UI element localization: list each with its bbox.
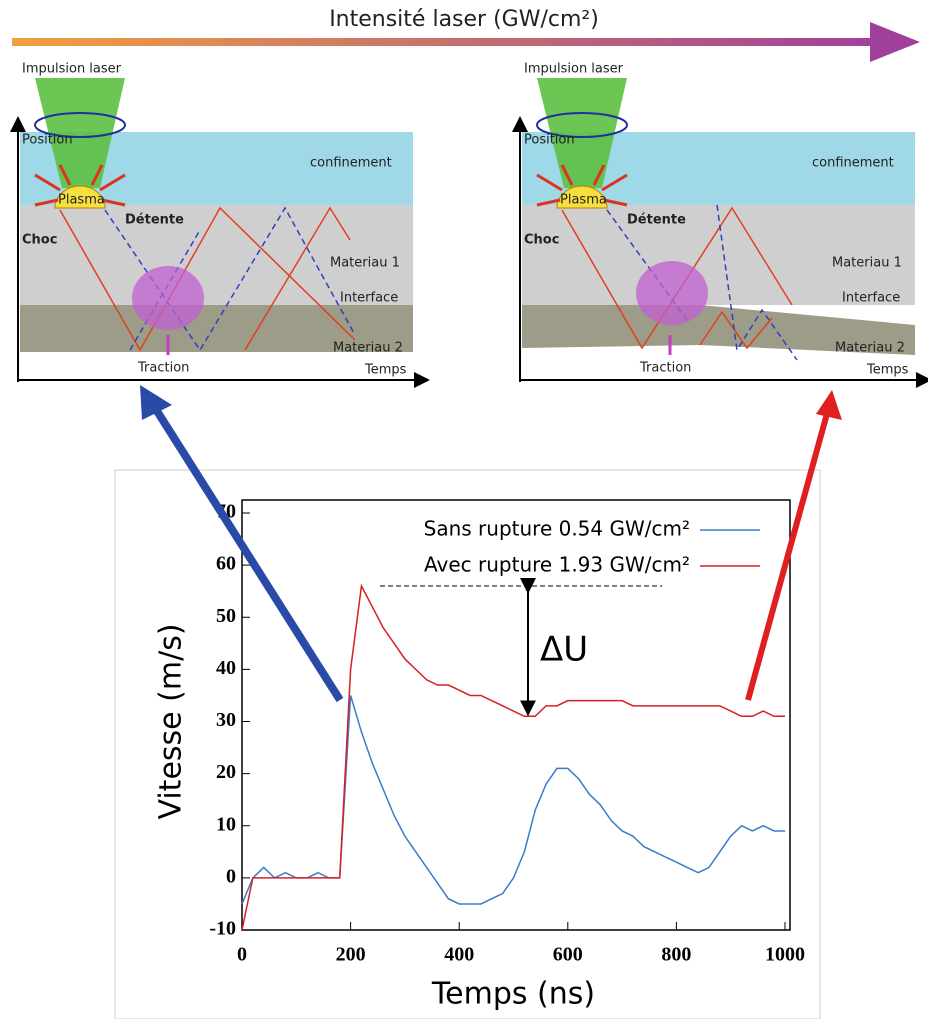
position-ring <box>34 112 126 138</box>
series-line <box>241 583 785 931</box>
legend-label: Avec rupture 1.93 GW/cm² <box>424 553 690 577</box>
plasma-arrow <box>592 164 606 186</box>
diagram: Impulsion laser Position confinement Plasma… <box>512 62 928 388</box>
material2-layer <box>522 305 915 355</box>
laser-beam <box>537 78 627 188</box>
header-title: Intensité laser (GW/cm²) <box>329 7 599 32</box>
traction-zone <box>636 261 708 325</box>
diagram-label: Détente <box>125 213 184 228</box>
diagram-label: Choc <box>22 233 57 248</box>
diagram-label: Temps <box>364 363 407 378</box>
annotation: ΔU <box>540 630 588 670</box>
link-arrowhead-red <box>816 390 842 420</box>
diagram-label: Interface <box>340 291 398 306</box>
y-tick-label: 30 <box>216 709 236 731</box>
diagram-label: Traction <box>639 361 691 376</box>
plasma-arrow <box>601 173 628 192</box>
y-tick-label: 10 <box>216 813 236 835</box>
diagram: Impulsion laser Position confinement Plasma… <box>10 62 430 388</box>
x-tick-label: 600 <box>553 944 583 966</box>
intensity-arrowhead <box>870 22 920 62</box>
diagrams: Impulsion laser Position confinement Plasma… <box>10 62 928 388</box>
diagram-label: Position <box>524 133 575 148</box>
plasma-arrow <box>101 198 126 207</box>
link-arrow-blue <box>146 397 344 703</box>
diagram-label: Temps <box>866 363 909 378</box>
y-tick-label: -10 <box>209 918 236 940</box>
link-arrowhead-blue <box>140 385 172 420</box>
diagram-label: Materiau 1 <box>832 256 902 271</box>
plasma-arrow <box>560 164 574 186</box>
diagram-label: Plasma <box>58 193 105 208</box>
diagram-label: Materiau 2 <box>835 341 905 356</box>
diagram-label: Position <box>22 133 73 148</box>
x-tick-label: 0 <box>237 944 247 966</box>
plasma-arrow <box>536 198 561 207</box>
x-tick-label: 1000 <box>765 944 805 966</box>
diagram-label: Détente <box>627 213 686 228</box>
series-line <box>241 695 785 905</box>
x-tick-label: 400 <box>444 944 474 966</box>
legend-label: Sans rupture 0.54 GW/cm² <box>424 517 690 541</box>
link-arrow-red <box>745 409 831 701</box>
diagram-label: Plasma <box>560 193 607 208</box>
plasma-arrow <box>536 173 563 192</box>
x-axis-label: Temps (ns) <box>431 977 595 1012</box>
diagram-label: confinement <box>812 156 894 171</box>
traction-zone <box>132 266 204 330</box>
plasma-arrow <box>99 173 126 192</box>
y-tick-label: 50 <box>216 605 236 627</box>
x-tick-label: 200 <box>336 944 366 966</box>
y-tick-label: 60 <box>216 553 236 575</box>
plot-frame <box>241 499 791 931</box>
position-ring <box>536 112 628 138</box>
diagram-label: Materiau 1 <box>330 256 400 271</box>
intensity-arrow <box>12 38 882 46</box>
chart-frame <box>114 469 821 1019</box>
laser-beam <box>35 78 125 188</box>
diagram-label: Interface <box>842 291 900 306</box>
y-tick-label: 0 <box>226 865 236 887</box>
plasma-arrow <box>603 198 628 207</box>
plasma-arrow <box>34 173 61 192</box>
plasma-arrow <box>58 164 72 186</box>
diagram-label: Materiau 2 <box>333 341 403 356</box>
material2-layer <box>20 305 413 352</box>
diagram-label: confinement <box>310 156 392 171</box>
y-tick-label: 20 <box>216 761 236 783</box>
diagram-label: Choc <box>524 233 559 248</box>
diagram-label: Traction <box>137 361 189 376</box>
diagram-label: Impulsion laser <box>22 62 122 77</box>
y-tick-label: 40 <box>216 657 236 679</box>
plasma-arrow <box>34 198 59 207</box>
y-axis-label: Vitesse (m/s) <box>154 623 189 819</box>
plasma-arrow <box>90 164 104 186</box>
diagram-label: Impulsion laser <box>524 62 624 77</box>
x-tick-label: 800 <box>661 944 691 966</box>
